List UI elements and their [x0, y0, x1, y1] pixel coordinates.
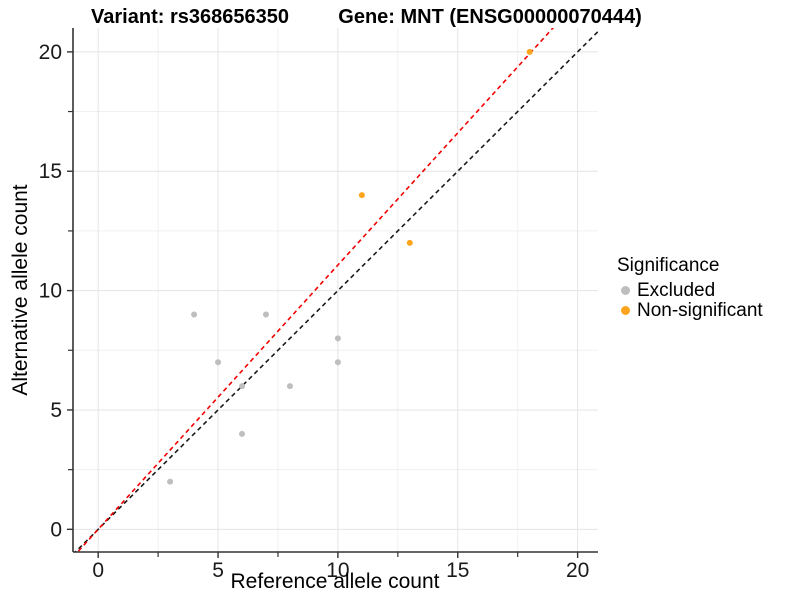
data-point-excluded — [334, 359, 341, 366]
data-point-excluded — [334, 335, 341, 342]
x-tick-label: 20 — [566, 559, 589, 582]
y-tick-label: 15 — [39, 160, 62, 183]
x-tick-label: 5 — [212, 559, 224, 582]
data-point-excluded — [191, 311, 198, 318]
data-point-excluded — [286, 383, 293, 390]
fit-line — [76, 28, 555, 552]
y-tick-label: 5 — [50, 399, 62, 422]
data-point-excluded — [239, 430, 246, 437]
legend-item-non-significant: Non-significant — [617, 299, 763, 321]
x-tick-label: 0 — [92, 559, 104, 582]
data-point-excluded — [262, 311, 269, 318]
data-point-excluded — [239, 383, 246, 390]
legend-label-non-significant: Non-significant — [637, 299, 763, 321]
variant-title: Variant: rs368656350 — [91, 6, 289, 28]
legend-label-excluded: Excluded — [637, 279, 716, 301]
data-point-excluded — [215, 359, 222, 366]
y-tick-label: 10 — [39, 280, 62, 303]
data-point-non-significant — [358, 192, 365, 199]
y-tick-label: 0 — [50, 518, 62, 541]
x-axis-title: Reference allele count — [230, 570, 440, 593]
data-point-excluded — [167, 478, 174, 485]
x-tick-label: 10 — [326, 559, 349, 582]
data-point-non-significant — [406, 239, 413, 246]
x-tick-label: 15 — [446, 559, 469, 582]
excluded-point-icon — [621, 286, 630, 295]
identity-line — [74, 31, 598, 552]
non-significant-point-icon — [621, 306, 630, 315]
y-tick-label: 20 — [39, 41, 62, 64]
data-point-non-significant — [526, 48, 533, 55]
gene-title: Gene: MNT (ENSG00000070444) — [338, 6, 642, 28]
legend-item-excluded: Excluded — [617, 279, 763, 301]
legend: Significance Excluded Non-significant — [617, 255, 763, 321]
legend-title: Significance — [617, 255, 720, 276]
y-axis-title: Alternative allele count — [9, 184, 32, 396]
